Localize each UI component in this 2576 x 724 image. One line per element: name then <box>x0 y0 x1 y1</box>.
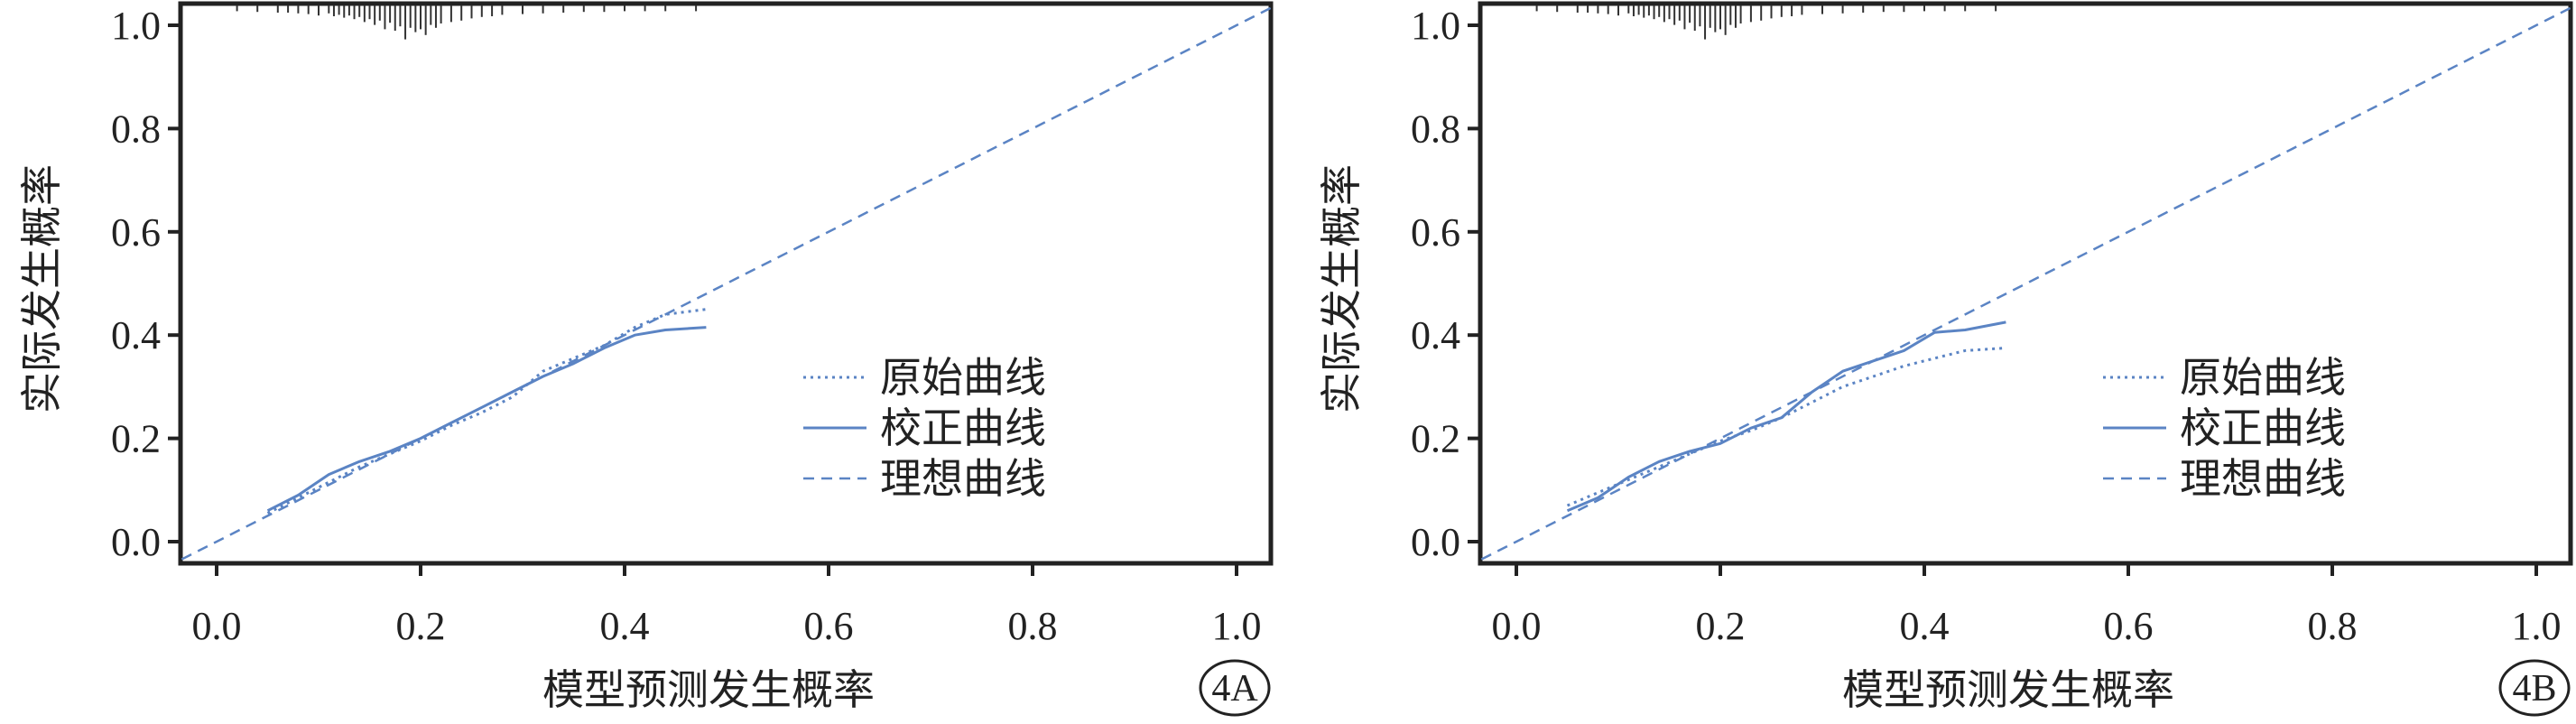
x-tick-label: 0.4 <box>600 604 650 648</box>
y-tick-label: 0.4 <box>111 313 161 357</box>
x-tick-label: 0.2 <box>1696 604 1746 648</box>
y-tick-label: 0.6 <box>1411 210 1460 255</box>
y-tick-label: 0.2 <box>1411 417 1460 461</box>
x-tick-label: 0.0 <box>192 604 242 648</box>
series-raw-curve <box>266 308 707 515</box>
x-axis-label: 模型预测发生概率 <box>1842 665 2174 714</box>
y-axis-label: 实际发生概率 <box>1317 164 1366 413</box>
panel-4a: 0.0 0.2 0.4 0.6 0.8 1.0 0.0 0.2 0.4 0.6 0.8 1.0 模型预测… <box>17 1 1274 717</box>
x-tick-label: 0.2 <box>396 604 446 648</box>
y-tick-label: 0.4 <box>1411 313 1460 357</box>
series-calibrated-curve <box>266 326 707 513</box>
x-tick-label: 0.4 <box>1900 604 1950 648</box>
y-tick-label: 0.0 <box>111 520 161 564</box>
legend-label: 校正曲线 <box>2180 404 2346 452</box>
x-tick-label: 0.0 <box>1492 604 1542 648</box>
y-tick-label: 1.0 <box>1411 4 1460 48</box>
panel-tag-circle <box>1199 659 1271 717</box>
y-axis-label: 实际发生概率 <box>17 164 66 413</box>
y-tick-label: 0.2 <box>111 417 161 461</box>
x-tick-label: 1.0 <box>2512 604 2562 648</box>
y-tick-label: 0.8 <box>111 107 161 151</box>
legend-label: 原始曲线 <box>880 353 1046 402</box>
series-ideal-line <box>1480 6 2571 562</box>
series-ideal-line <box>181 6 1271 562</box>
panel-tag-circle <box>2498 659 2571 717</box>
legend-label: 校正曲线 <box>880 404 1046 452</box>
plot-frame <box>1478 1 2573 566</box>
legend-label: 理想曲线 <box>880 454 1046 503</box>
legend-label: 原始曲线 <box>2180 353 2346 402</box>
panel-tag-label: 4A <box>1211 668 1258 710</box>
x-tick-label: 0.6 <box>804 604 854 648</box>
y-tick-label: 0.0 <box>1411 520 1460 564</box>
panel-4b: 0.0 0.2 0.4 0.6 0.8 1.0 0.0 0.2 0.4 0.6 0.8 1.0 模型预测… <box>1317 1 2573 717</box>
panel-tag-label: 4B <box>2512 668 2556 710</box>
series-calibrated-curve <box>1566 320 2006 513</box>
legend-label: 理想曲线 <box>2180 454 2346 503</box>
y-tick-label: 0.8 <box>1411 107 1460 151</box>
y-tick-label: 0.6 <box>111 210 161 255</box>
y-tick-label: 1.0 <box>111 4 161 48</box>
x-tick-label: 0.8 <box>2308 604 2358 648</box>
x-tick-label: 1.0 <box>1212 604 1262 648</box>
x-tick-label: 0.6 <box>2104 604 2154 648</box>
plot-frame <box>178 1 1274 566</box>
x-tick-label: 0.8 <box>1008 604 1058 648</box>
x-axis-label: 模型预测发生概率 <box>542 665 875 714</box>
